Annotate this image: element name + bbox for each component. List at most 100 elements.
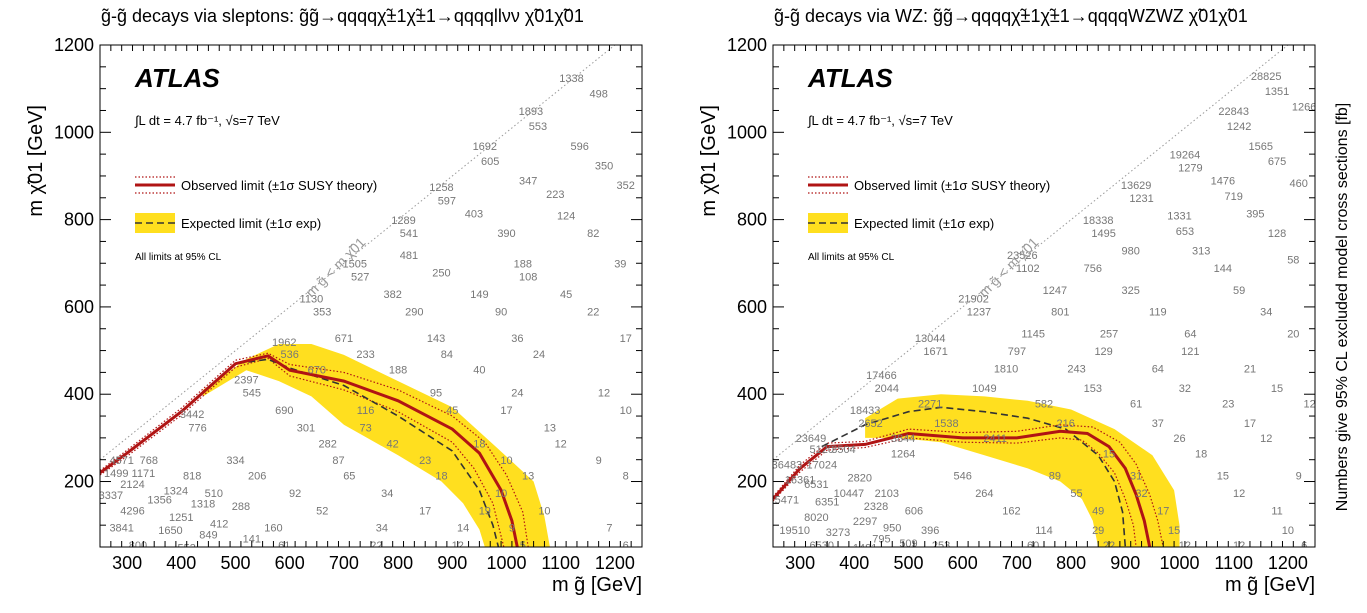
cross-section-number: 1102 [1016,263,1040,275]
expected-line [821,406,1127,547]
cross-section-number: 653 [1176,226,1194,238]
cross-section-number: 58 [1287,254,1299,266]
cross-section-number: 350 [595,160,613,172]
cross-section-number: 19510 [779,525,810,537]
cross-section-number: 92 [289,488,301,500]
cross-section-number: 52 [316,505,328,517]
cross-section-number: 15 [1103,449,1115,461]
cross-section-number: 12 [1233,488,1245,500]
cross-section-number: 8 [623,470,629,482]
cross-section-number: 1145 [1021,328,1045,340]
y-axis-label: m χ̃01 [GeV] [25,105,47,217]
cross-section-number: 20 [1287,328,1299,340]
luminosity-label: ∫L dt = 4.7 fb⁻¹, √s=7 TeV [134,113,280,128]
cross-section-number: 1338 [559,73,583,85]
x-tick-label: 900 [437,553,467,573]
cross-section-number: 3504 [831,444,855,456]
cross-section-number: 18 [1195,449,1207,461]
x-tick-label: 700 [1002,553,1032,573]
y-axis-label: m χ̃01 [GeV] [698,105,720,217]
observed-up-line [100,352,529,547]
cross-section-number: 13 [522,470,534,482]
cross-section-number: 17466 [866,370,897,382]
cross-section-number: 606 [905,505,923,517]
cross-section-number: 2411 [983,433,1007,445]
legend-note: All limits at 95% CL [135,252,222,263]
cross-section-number: 301 [297,422,315,434]
cross-section-number: 22 [370,540,382,552]
cross-section-number: 233 [356,349,374,361]
cross-section-number: 690 [275,405,293,417]
x-tick-label: 500 [893,553,923,573]
cross-section-number: 18 [435,470,447,482]
cross-section-number: 40 [473,365,485,377]
x-tick-label: 1000 [1159,553,1199,573]
x-tick-label: 1100 [541,553,580,573]
cross-section-number: 2652 [858,418,882,430]
cross-section-number: 1324 [164,486,188,498]
y-tick-label: 1200 [727,35,767,55]
cross-section-number: 114 [1035,525,1053,537]
cross-section-number: 15 [1168,525,1180,537]
cross-section-number: 17024 [806,459,837,471]
x-tick-label: 400 [166,553,196,573]
cross-section-number: 32 [1179,383,1191,395]
legend-observed-label: Observed limit (±1σ SUSY theory) [854,178,1050,193]
cross-section-number: 65 [343,470,355,482]
x-tick-label: 1200 [595,553,635,573]
cross-section-number: 243 [1067,363,1085,375]
cross-section-number: 73 [359,422,371,434]
cross-section-number: 481 [400,250,418,262]
cross-section-number: 1331 [1167,211,1191,223]
x-tick-label: 800 [1056,553,1086,573]
cross-section-number: 17 [620,333,632,345]
cross-section-number: 849 [199,529,217,541]
y-tick-label: 400 [737,384,767,404]
cross-section-number: 124 [557,211,575,223]
cross-section-number: 95 [430,387,442,399]
cross-section-number: 2328 [864,501,888,513]
x-tick-label: 600 [948,553,978,573]
cross-section-number: 353 [313,307,331,319]
x-tick-label: 400 [839,553,869,573]
cross-section-number: 797 [1008,346,1026,358]
cross-section-number: 6351 [815,497,839,509]
cross-section-number: 12 [555,438,567,450]
cross-section-number: 1692 [473,141,497,153]
cross-section-number: 17 [500,405,512,417]
cross-section-number: 3273 [826,527,850,539]
cross-section-number: 396 [921,525,939,537]
cross-section-number: 143 [427,333,445,345]
cross-section-number: 671 [335,333,353,345]
cross-section-number: 49 [1092,505,1104,517]
cross-section-number: 545 [243,387,261,399]
cross-section-number: 18338 [1083,215,1114,227]
x-axis-label: m g̃ [GeV] [1225,574,1315,596]
cross-section-number: 84 [441,349,453,361]
cross-section-number: 3337 [99,490,123,502]
x-tick-label: 600 [275,553,305,573]
cross-section-number: 1231 [1129,193,1153,205]
cross-section-number: 352 [617,180,635,192]
cross-section-number: 1476 [1211,176,1235,188]
y-tick-label: 800 [64,210,94,230]
cross-section-number: 250 [432,267,450,279]
cross-section-number: 21 [1244,363,1256,375]
cross-section-number: 29 [1092,525,1104,537]
cross-section-number: 136483 [765,459,802,471]
cross-section-number: 776 [188,422,206,434]
cross-section-number: 10 [495,488,507,500]
cross-section-number: 1251 [169,512,193,524]
cross-section-number: 24 [511,387,523,399]
legend-expected-band [135,213,175,233]
cross-section-number: 1810 [994,363,1018,375]
cross-section-number: 17 [419,505,431,517]
cross-section-number: 1258 [429,182,453,194]
cross-section-number: 536 [281,349,299,361]
cross-section-number: 10 [1282,525,1294,537]
cross-section-number: 541 [400,228,418,240]
cross-section-number: 795 [872,534,890,546]
cross-section-number: 3844 [891,433,915,445]
experiment-label: ATLAS [134,63,220,93]
